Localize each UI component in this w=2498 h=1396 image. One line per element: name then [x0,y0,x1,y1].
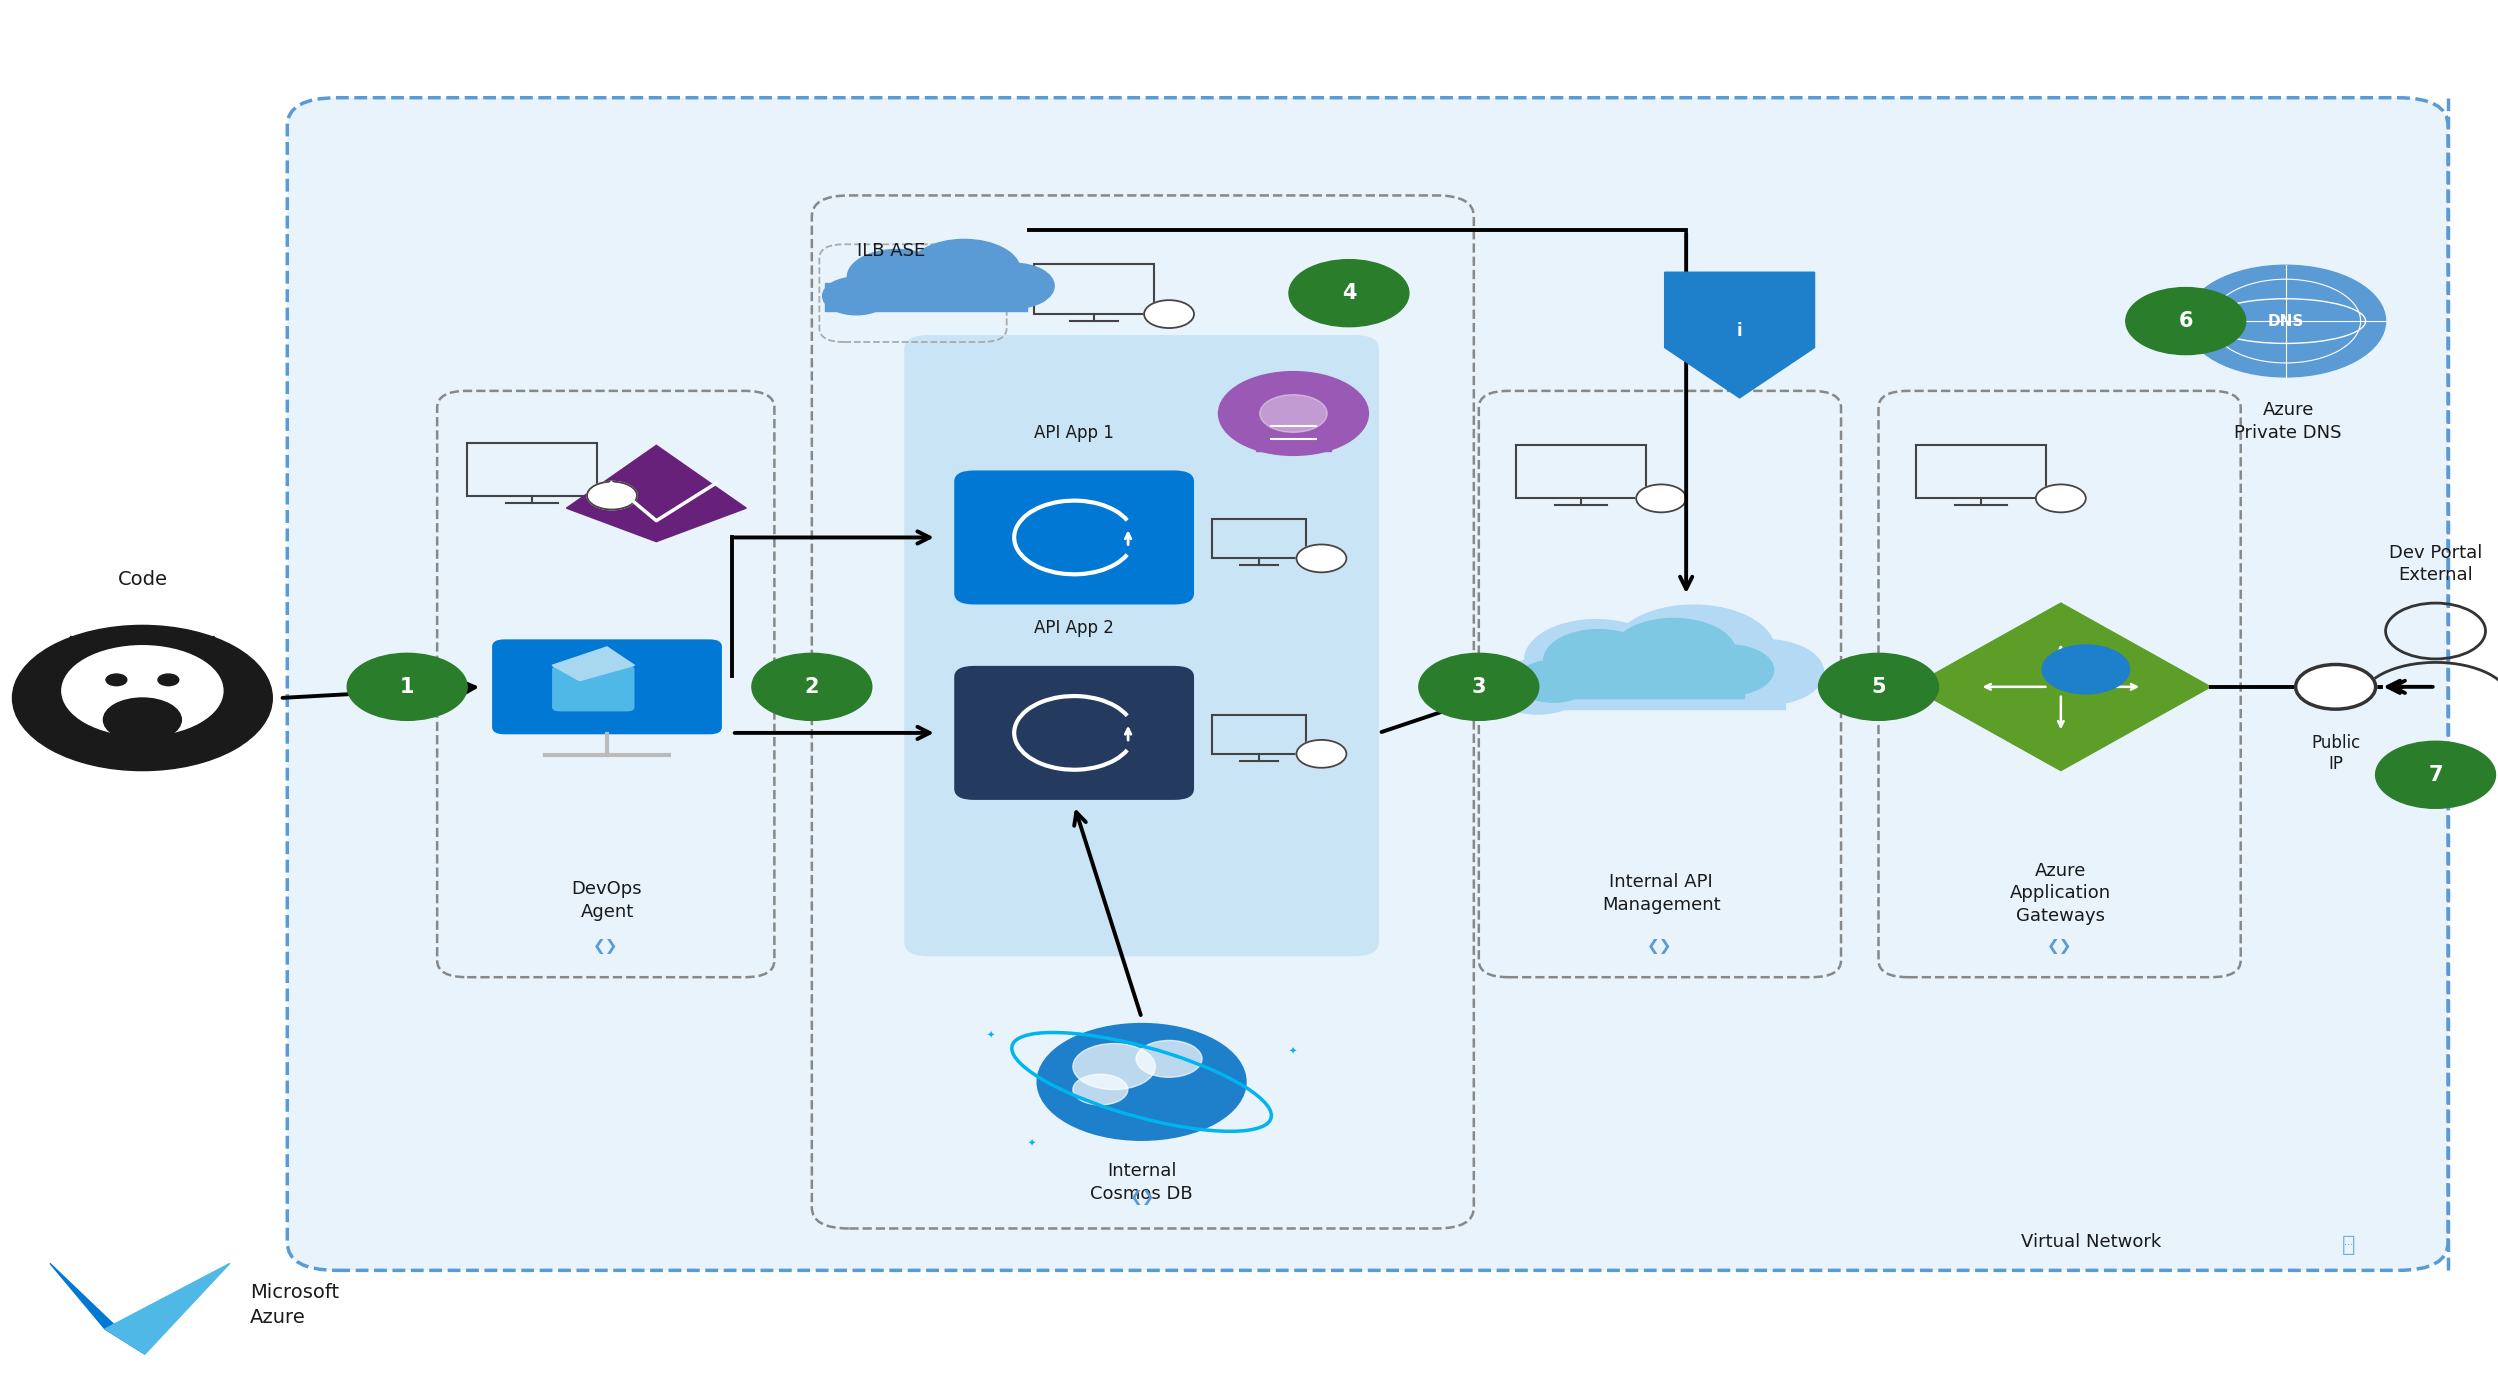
Circle shape [1037,1023,1247,1141]
Circle shape [1819,653,1938,720]
Bar [1491,669,1784,709]
Circle shape [1296,740,1346,768]
FancyBboxPatch shape [904,335,1379,956]
Text: Virtual Network: Virtual Network [2021,1234,2161,1251]
Circle shape [1219,371,1369,455]
Circle shape [1072,1044,1154,1089]
Circle shape [822,276,889,315]
FancyBboxPatch shape [552,666,634,712]
Polygon shape [175,637,227,658]
Circle shape [1524,620,1669,699]
Circle shape [752,653,872,720]
Circle shape [1684,645,1774,695]
Circle shape [1614,606,1774,695]
Text: Internal API
Management: Internal API Management [1601,874,1721,913]
Circle shape [1144,300,1194,328]
FancyBboxPatch shape [954,470,1194,604]
Circle shape [847,250,947,304]
Polygon shape [105,1263,230,1354]
Text: ✦: ✦ [1289,1046,1296,1057]
Text: API App 2: API App 2 [1034,620,1114,637]
Text: Dev Portal
External: Dev Portal External [2388,544,2483,584]
Text: API App 1: API App 1 [1034,424,1114,441]
Polygon shape [140,738,170,762]
Text: 2: 2 [804,677,819,697]
Text: Azure
Private DNS: Azure Private DNS [2233,402,2343,441]
Text: 3: 3 [1471,677,1486,697]
Circle shape [2043,645,2128,694]
Text: Microsoft
Azure: Microsoft Azure [250,1283,340,1328]
Circle shape [102,698,182,741]
Circle shape [1706,639,1824,705]
Text: i: i [1736,322,1744,339]
Text: 1: 1 [400,677,415,697]
Polygon shape [82,738,112,762]
Bar [824,283,1027,311]
Text: ✦: ✦ [987,1030,994,1041]
Text: ···: ··· [2343,1240,2353,1251]
Circle shape [2186,265,2386,377]
Text: ⬧: ⬧ [2341,1235,2356,1255]
Circle shape [909,239,1022,302]
Circle shape [1611,618,1736,688]
Text: 5: 5 [1871,677,1886,697]
Text: DNS: DNS [2268,314,2303,328]
Polygon shape [172,738,202,762]
Text: 4: 4 [1341,283,1356,303]
Circle shape [1419,653,1539,720]
Circle shape [1636,484,1686,512]
Text: Code: Code [117,570,167,589]
Circle shape [1259,395,1326,433]
Polygon shape [50,1263,145,1354]
Text: 7: 7 [2428,765,2443,785]
Circle shape [2376,741,2496,808]
Text: ❮❯: ❮❯ [1129,1191,1157,1205]
FancyBboxPatch shape [287,98,2448,1270]
Circle shape [12,625,272,771]
Text: ❮❯: ❮❯ [592,940,620,953]
Circle shape [1516,660,1591,702]
Bar [1519,667,1744,698]
Polygon shape [115,738,145,762]
Circle shape [2036,484,2086,512]
Text: ILB ASE: ILB ASE [857,243,924,260]
Circle shape [1544,630,1654,691]
Circle shape [1289,260,1409,327]
Circle shape [2126,288,2246,355]
Circle shape [1296,544,1346,572]
Circle shape [1072,1075,1127,1106]
Polygon shape [1664,272,1814,398]
Circle shape [974,264,1054,309]
Circle shape [1137,1040,1202,1078]
Text: 6: 6 [2178,311,2193,331]
Text: ❮❯: ❮❯ [1646,940,1674,953]
FancyBboxPatch shape [954,666,1194,800]
Text: Internal
Cosmos DB: Internal Cosmos DB [1089,1163,1194,1202]
Circle shape [347,653,467,720]
Polygon shape [1911,603,2211,771]
Circle shape [87,671,197,732]
Circle shape [587,482,637,510]
Circle shape [2296,664,2376,709]
Polygon shape [567,445,747,542]
Circle shape [62,646,222,736]
Polygon shape [552,646,634,681]
Text: Azure
Application
Gateways: Azure Application Gateways [2011,863,2111,924]
Bar [1256,417,1331,451]
Polygon shape [57,637,110,658]
Text: ✦: ✦ [1027,1138,1037,1149]
FancyBboxPatch shape [492,639,722,734]
Circle shape [1489,660,1586,715]
Text: DevOps
Agent: DevOps Agent [572,881,642,920]
Circle shape [157,674,180,685]
Text: Public
IP: Public IP [2311,734,2361,773]
Circle shape [105,674,127,685]
Text: ❮❯: ❮❯ [2046,940,2073,953]
